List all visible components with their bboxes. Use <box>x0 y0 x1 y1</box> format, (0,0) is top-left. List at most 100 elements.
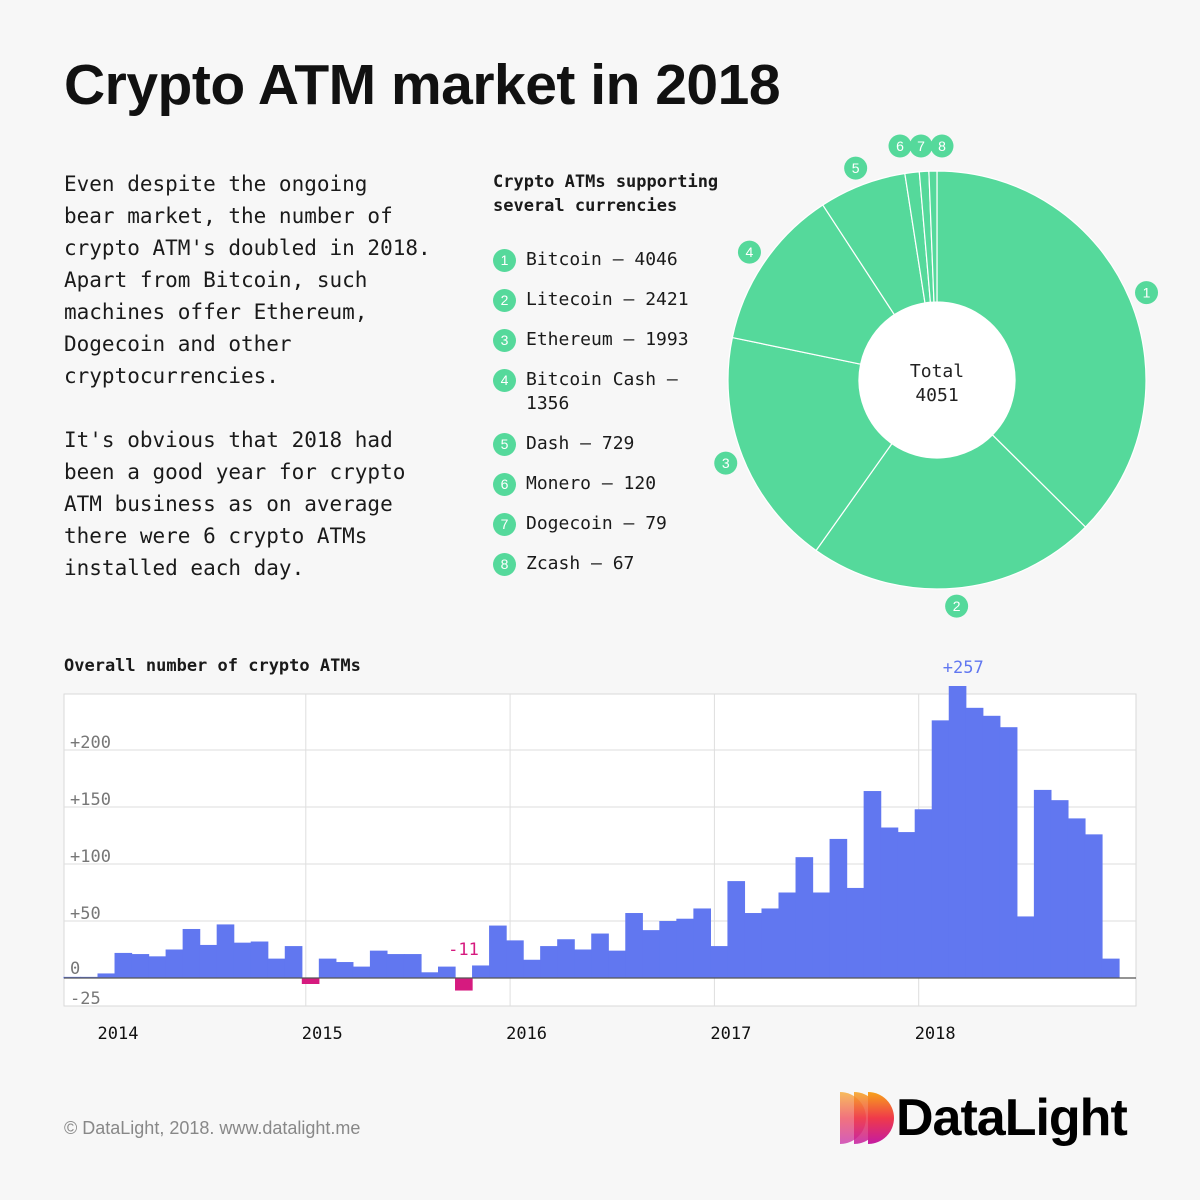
bar <box>557 939 575 978</box>
bar <box>659 921 677 978</box>
legend-label: Ethereum – 1993 <box>526 329 689 350</box>
legend-item: 5 Dash – 729 <box>493 432 723 456</box>
legend-label: Zcash – 67 <box>526 553 635 574</box>
bar <box>1050 800 1069 978</box>
bar <box>182 928 201 978</box>
bar <box>523 959 541 978</box>
bar <box>455 978 473 991</box>
legend-label: Litecoin – 2421 <box>526 289 689 310</box>
donut-hole <box>859 302 1015 458</box>
bar <box>97 973 116 978</box>
logo-wordmark: DataLight <box>896 1089 1128 1147</box>
bar-chart: +200 +150 +100 +50 0 -25 2014 2015 2016 2017 2018 +… <box>63 658 1137 1044</box>
min-value-label: -11 <box>448 940 479 960</box>
bar <box>1084 834 1103 978</box>
bar <box>335 962 354 978</box>
legend-item: 3 Ethereum – 1993 <box>493 328 723 352</box>
y-tick-label: 0 <box>70 959 80 979</box>
copyright-footer: © DataLight, 2018. www.datalight.me <box>64 1118 361 1138</box>
legend-item: 7 Dogecoin – 79 <box>493 512 723 536</box>
slice-number-label: 5 <box>852 160 860 176</box>
bar <box>965 707 984 978</box>
legend-number-badge: 6 <box>493 473 516 496</box>
donut-chart: 1 2 3 4 5 6 7 8 Total 4051 <box>714 134 1159 618</box>
y-tick-label: -25 <box>70 989 101 1009</box>
legend-label: Dash – 729 <box>526 433 635 454</box>
bar <box>472 965 490 978</box>
y-tick-label: +50 <box>70 904 101 924</box>
donut-legend: 1 Bitcoin – 4046 2 Litecoin – 2421 3 Ethere… <box>493 248 723 592</box>
legend-item: 8 Zcash – 67 <box>493 552 723 576</box>
bar <box>1016 916 1035 978</box>
legend-label: Bitcoin Cash – 1356 <box>526 369 678 414</box>
bar <box>897 832 916 978</box>
legend-number-badge: 1 <box>493 249 516 272</box>
bar <box>1101 958 1120 978</box>
legend-number-badge: 3 <box>493 329 516 352</box>
y-tick-label: +100 <box>70 847 111 867</box>
legend-label: Monero – 120 <box>526 473 657 494</box>
bar <box>795 857 814 978</box>
bar <box>352 966 371 978</box>
bar <box>489 925 507 978</box>
bar-chart-title: Overall number of crypto ATMs <box>64 656 361 676</box>
legend-item: 1 Bitcoin – 4046 <box>493 248 723 272</box>
bar <box>506 940 524 978</box>
bar <box>403 954 422 978</box>
bar <box>250 941 269 978</box>
bar <box>114 952 133 978</box>
bar <box>727 881 746 978</box>
slice-number-label: 8 <box>938 138 946 154</box>
bar <box>676 918 694 978</box>
bar <box>931 720 950 978</box>
bar <box>148 956 167 978</box>
bar <box>846 887 865 978</box>
legend-label: Dogecoin – 79 <box>526 513 667 534</box>
bar <box>1067 818 1086 978</box>
bar <box>165 949 184 978</box>
bar <box>131 954 150 978</box>
slice-number-label: 4 <box>746 244 754 260</box>
bar <box>693 908 711 978</box>
intro-paragraph: Even despite the ongoing bear market, th… <box>64 172 431 388</box>
slice-number-badge <box>737 240 761 264</box>
slice-number-badge <box>844 156 868 180</box>
slice-number-badge <box>888 134 912 158</box>
bar <box>199 944 218 978</box>
bar <box>233 942 252 978</box>
bar <box>301 978 320 984</box>
y-tick-label: +150 <box>70 790 111 810</box>
legend-number-badge: 8 <box>493 553 516 576</box>
slice-number-label: 3 <box>722 455 730 471</box>
x-tick-label: 2016 <box>506 1024 547 1044</box>
page-title: Crypto ATM market in 2018 <box>64 53 781 117</box>
slice-number-label: 2 <box>953 598 961 614</box>
bar <box>284 946 303 978</box>
bar <box>438 966 456 978</box>
slice-number-badge <box>945 594 969 618</box>
x-tick-label: 2014 <box>98 1024 139 1044</box>
x-tick-label: 2018 <box>915 1024 956 1044</box>
bar <box>948 686 967 978</box>
bar <box>216 924 235 978</box>
bar <box>863 791 882 978</box>
slice-number-badge <box>1135 281 1159 305</box>
bar <box>267 958 286 978</box>
bar <box>591 933 609 978</box>
bar <box>369 950 388 978</box>
bar <box>982 715 1001 978</box>
bar <box>625 913 643 978</box>
max-value-label: +257 <box>943 658 984 678</box>
bar <box>914 809 933 978</box>
bar <box>540 946 558 978</box>
slice-number-label: 1 <box>1143 285 1151 301</box>
bar <box>1033 789 1052 978</box>
bar <box>574 949 592 978</box>
bar <box>386 954 405 978</box>
bar <box>318 958 337 978</box>
intro-text: Even despite the ongoing bear market, th… <box>64 168 484 616</box>
legend-number-badge: 2 <box>493 289 516 312</box>
y-tick-label: +200 <box>70 733 111 753</box>
slice-number-badge <box>909 134 933 158</box>
slice-number-label: 6 <box>896 138 904 154</box>
